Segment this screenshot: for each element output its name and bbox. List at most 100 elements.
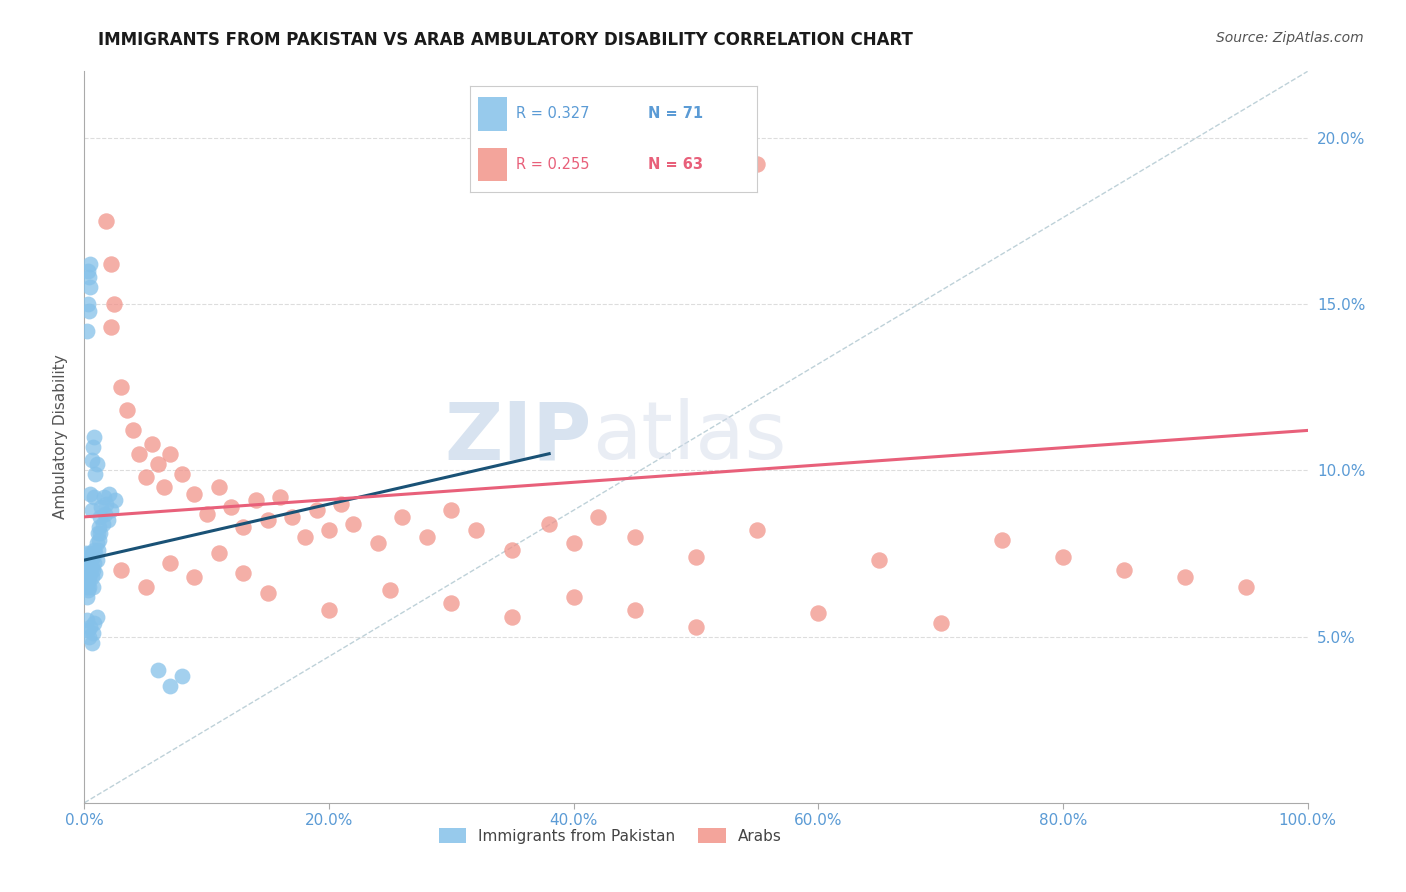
Point xyxy=(562,536,585,550)
Point xyxy=(110,380,132,394)
Point xyxy=(75,580,97,594)
Point xyxy=(159,680,181,694)
Point xyxy=(84,546,107,560)
Point xyxy=(502,543,524,558)
Point xyxy=(586,509,609,524)
Point xyxy=(76,324,98,338)
Point xyxy=(79,486,101,500)
Point xyxy=(77,580,100,594)
Point xyxy=(104,493,127,508)
Point xyxy=(77,630,100,644)
Point xyxy=(87,533,110,548)
Point xyxy=(294,530,316,544)
Point xyxy=(83,543,105,558)
Text: ZIP: ZIP xyxy=(444,398,592,476)
Point xyxy=(97,486,120,500)
Point xyxy=(318,603,340,617)
Point xyxy=(77,623,100,637)
Point xyxy=(269,490,291,504)
Point xyxy=(94,507,117,521)
Y-axis label: Ambulatory Disability: Ambulatory Disability xyxy=(53,355,69,519)
Point xyxy=(257,586,280,600)
Point xyxy=(1052,549,1074,564)
Point xyxy=(84,467,107,481)
Point xyxy=(80,570,103,584)
Point xyxy=(86,536,108,550)
Point xyxy=(77,270,100,285)
Point xyxy=(82,580,104,594)
Point xyxy=(83,490,105,504)
Legend: Immigrants from Pakistan, Arabs: Immigrants from Pakistan, Arabs xyxy=(433,822,789,850)
Point xyxy=(79,280,101,294)
Point xyxy=(159,447,181,461)
Point xyxy=(1236,580,1258,594)
Point xyxy=(83,430,105,444)
Point xyxy=(232,520,254,534)
Point xyxy=(77,303,100,318)
Point xyxy=(318,523,340,537)
Point xyxy=(87,526,110,541)
Point xyxy=(83,616,105,631)
Point xyxy=(80,453,103,467)
Point xyxy=(76,590,98,604)
Point xyxy=(1174,570,1197,584)
Point xyxy=(84,566,107,581)
Point xyxy=(391,509,413,524)
Point xyxy=(100,257,122,271)
Point xyxy=(624,603,647,617)
Point xyxy=(97,513,120,527)
Point xyxy=(82,549,104,564)
Point xyxy=(440,503,463,517)
Point xyxy=(77,549,100,564)
Point xyxy=(83,557,105,571)
Point xyxy=(77,557,100,571)
Point xyxy=(416,530,439,544)
Point xyxy=(1114,563,1136,577)
Point xyxy=(245,493,267,508)
Point xyxy=(91,516,114,531)
Point xyxy=(183,570,205,584)
Point xyxy=(562,590,585,604)
Point xyxy=(79,566,101,581)
Point xyxy=(76,573,98,587)
Point xyxy=(86,457,108,471)
Point xyxy=(86,609,108,624)
Point xyxy=(77,559,100,574)
Point xyxy=(79,546,101,560)
Point xyxy=(135,580,157,594)
Point xyxy=(115,403,138,417)
Point xyxy=(146,663,169,677)
Point xyxy=(232,566,254,581)
Point xyxy=(76,553,98,567)
Point xyxy=(991,533,1014,548)
Text: Source: ZipAtlas.com: Source: ZipAtlas.com xyxy=(1216,31,1364,45)
Text: IMMIGRANTS FROM PAKISTAN VS ARAB AMBULATORY DISABILITY CORRELATION CHART: IMMIGRANTS FROM PAKISTAN VS ARAB AMBULAT… xyxy=(98,31,914,49)
Point xyxy=(807,607,830,621)
Point xyxy=(103,297,125,311)
Point xyxy=(122,424,145,438)
Point xyxy=(77,566,100,581)
Point xyxy=(90,500,112,514)
Point xyxy=(538,516,561,531)
Point xyxy=(367,536,389,550)
Point xyxy=(342,516,364,531)
Point xyxy=(208,546,231,560)
Point xyxy=(75,570,97,584)
Point xyxy=(96,497,118,511)
Point xyxy=(146,457,169,471)
Point xyxy=(96,214,118,228)
Point xyxy=(79,257,101,271)
Point xyxy=(869,553,891,567)
Point xyxy=(77,297,100,311)
Point xyxy=(502,609,524,624)
Point xyxy=(929,616,952,631)
Point xyxy=(135,470,157,484)
Point xyxy=(79,619,101,633)
Point xyxy=(86,553,108,567)
Point xyxy=(79,553,101,567)
Point xyxy=(128,447,150,461)
Point xyxy=(747,523,769,537)
Point xyxy=(183,486,205,500)
Point xyxy=(257,513,280,527)
Point xyxy=(75,546,97,560)
